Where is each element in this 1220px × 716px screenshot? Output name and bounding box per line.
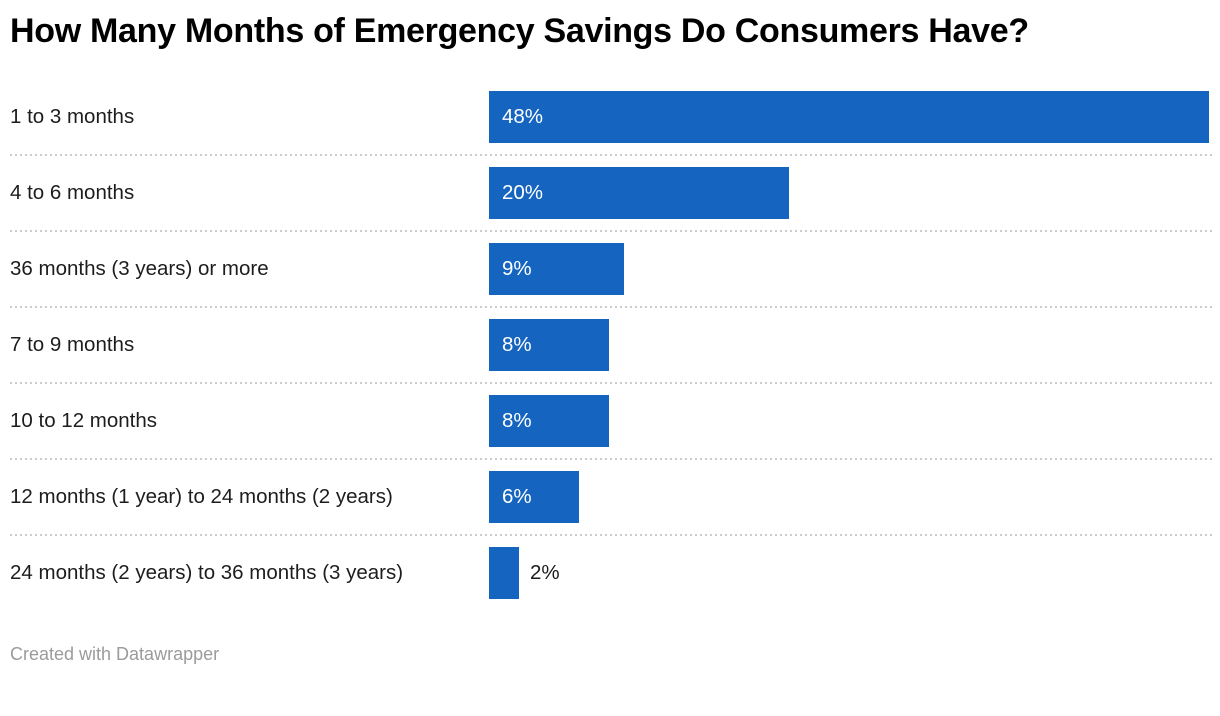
bar-area: 8% bbox=[489, 395, 1220, 447]
page-title: How Many Months of Emergency Savings Do … bbox=[10, 12, 1029, 50]
value-label: 20% bbox=[502, 181, 544, 204]
bar bbox=[489, 547, 519, 599]
chart-row: 36 months (3 years) or more 9% bbox=[0, 230, 1220, 307]
value-label: 8% bbox=[502, 409, 532, 432]
category-label: 7 to 9 months bbox=[10, 333, 135, 356]
category-label: 24 months (2 years) to 36 months (3 year… bbox=[10, 561, 404, 584]
chart-row: 1 to 3 months 48% bbox=[0, 79, 1220, 155]
bar-area: 8% bbox=[489, 319, 1220, 371]
value-label: 9% bbox=[502, 257, 532, 280]
datawrapper-credit-link[interactable]: Created with Datawrapper bbox=[10, 644, 220, 664]
category-label: 4 to 6 months bbox=[10, 181, 135, 204]
chart-row: 10 to 12 months 8% bbox=[0, 382, 1220, 459]
category-label: 36 months (3 years) or more bbox=[10, 257, 269, 280]
value-label: 48% bbox=[502, 105, 544, 128]
bar bbox=[489, 395, 609, 447]
bar bbox=[489, 319, 609, 371]
chart-row: 7 to 9 months 8% bbox=[0, 306, 1220, 383]
bar bbox=[489, 91, 1209, 143]
value-label: 2% bbox=[530, 561, 560, 584]
bar bbox=[489, 243, 624, 295]
category-label: 1 to 3 months bbox=[10, 105, 135, 128]
bar-area: 6% bbox=[489, 471, 1220, 523]
chart-footer: Created with Datawrapper bbox=[0, 611, 1220, 665]
value-label: 8% bbox=[502, 333, 532, 356]
chart-row: 24 months (2 years) to 36 months (3 year… bbox=[0, 534, 1220, 611]
bar-chart: 1 to 3 months 48% 4 to 6 months 20% 36 m… bbox=[0, 79, 1220, 611]
bar-area: 48% bbox=[489, 91, 1220, 143]
category-label: 10 to 12 months bbox=[10, 409, 158, 432]
bar bbox=[489, 471, 579, 523]
bar-area: 9% bbox=[489, 243, 1220, 295]
bar-area: 20% bbox=[489, 167, 1220, 219]
bar bbox=[489, 167, 789, 219]
bar-area: 2% bbox=[489, 547, 1220, 599]
chart-row: 4 to 6 months 20% bbox=[0, 154, 1220, 231]
value-label: 6% bbox=[502, 485, 532, 508]
category-label: 12 months (1 year) to 24 months (2 years… bbox=[10, 485, 393, 508]
chart-row: 12 months (1 year) to 24 months (2 years… bbox=[0, 458, 1220, 535]
